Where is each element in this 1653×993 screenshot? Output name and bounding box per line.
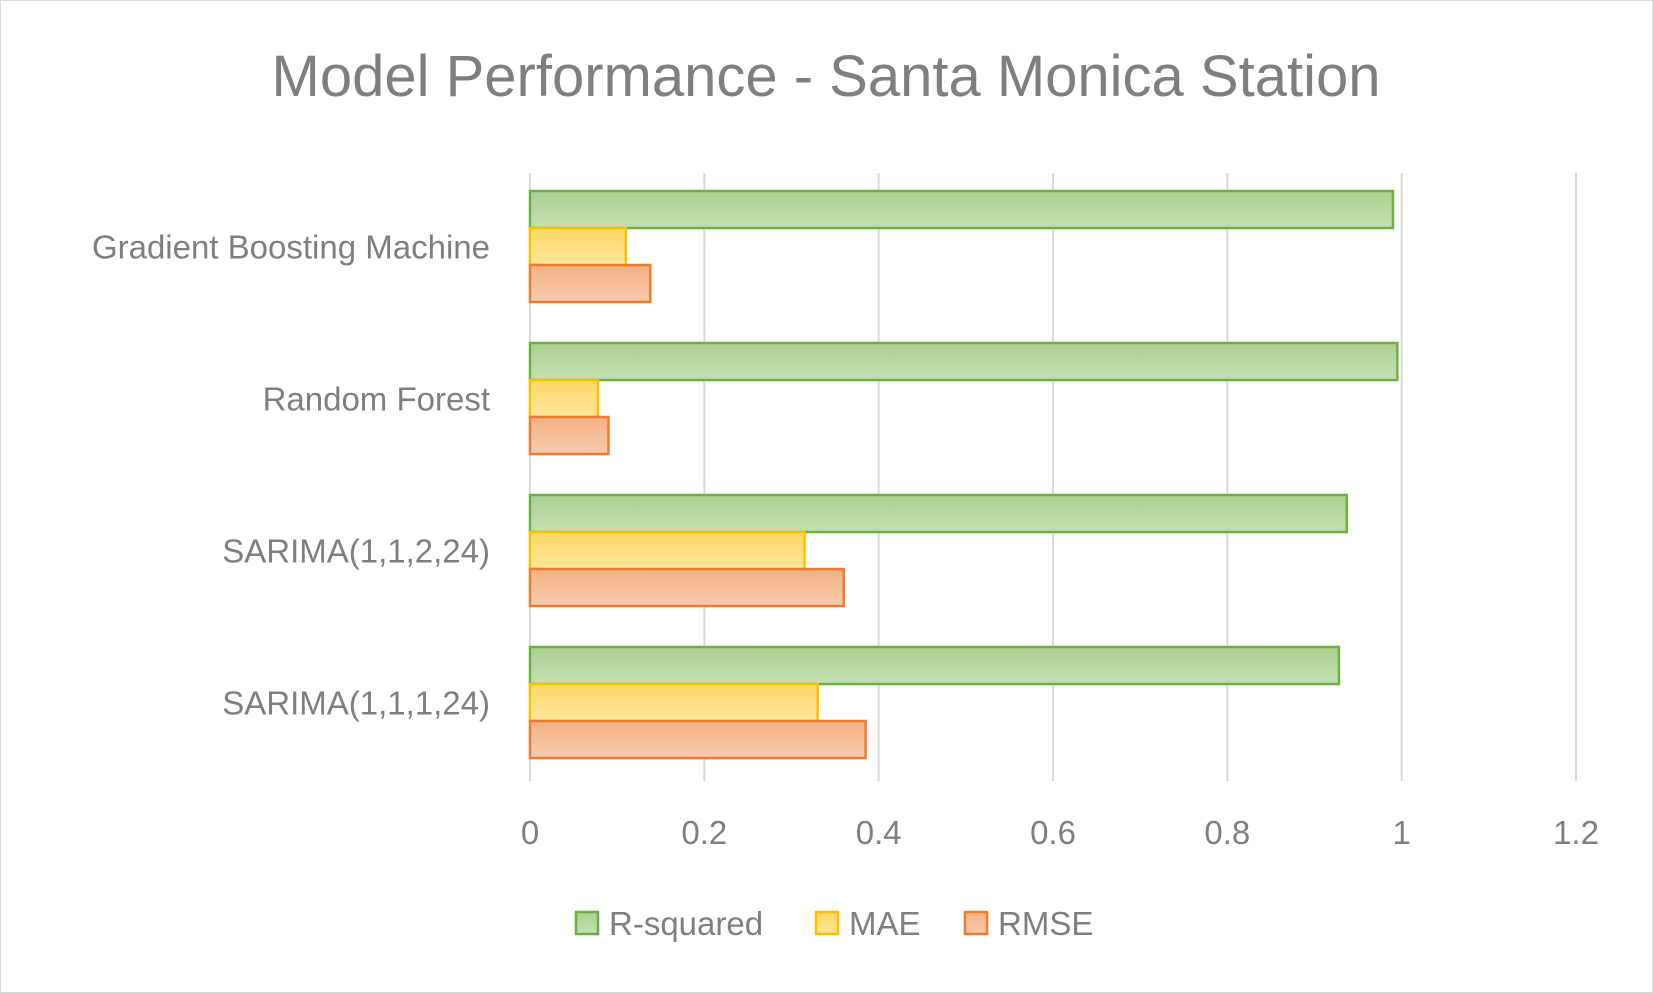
legend-label: RMSE [998, 905, 1093, 942]
bar-rmse [528, 719, 867, 760]
legend-swatch [963, 910, 989, 936]
bar-r-squared [528, 341, 1399, 382]
x-tick-label: 0.8 [1204, 814, 1250, 851]
bars [528, 189, 1399, 760]
bar-rmse [528, 415, 610, 456]
bar-mae [528, 682, 819, 723]
legend-label: R-squared [609, 905, 763, 942]
x-tick-label: 1 [1392, 814, 1410, 851]
legend: R-squared MAE RMSE [574, 905, 1093, 942]
bar-rmse [528, 567, 846, 608]
value-axis: 0 0.2 0.4 0.6 0.8 1 1.2 [521, 814, 1599, 851]
category-axis: Gradient Boosting Machine Random Forest SA… [92, 229, 490, 722]
category-label: Random Forest [263, 381, 490, 418]
bar-r-squared [528, 645, 1341, 686]
grid [529, 173, 1577, 781]
bar-mae [528, 378, 600, 419]
category-label: Gradient Boosting Machine [92, 229, 490, 266]
x-tick-label: 0.2 [681, 814, 727, 851]
bar-r-squared [528, 493, 1349, 534]
legend-swatch [814, 910, 840, 936]
category-label: SARIMA(1,1,2,24) [222, 533, 490, 570]
category-label: SARIMA(1,1,1,24) [222, 685, 490, 722]
x-tick-label: 0 [521, 814, 539, 851]
bar-rmse [528, 263, 652, 304]
bar-mae [528, 226, 628, 267]
legend-swatch [574, 910, 600, 936]
bar-r-squared [528, 189, 1395, 230]
legend-label: MAE [849, 905, 921, 942]
x-tick-label: 0.4 [856, 814, 902, 851]
x-tick-label: 1.2 [1553, 814, 1599, 851]
bar-mae [528, 530, 806, 571]
x-tick-label: 0.6 [1030, 814, 1076, 851]
chart-title: Model Performance - Santa Monica Station [272, 44, 1381, 109]
